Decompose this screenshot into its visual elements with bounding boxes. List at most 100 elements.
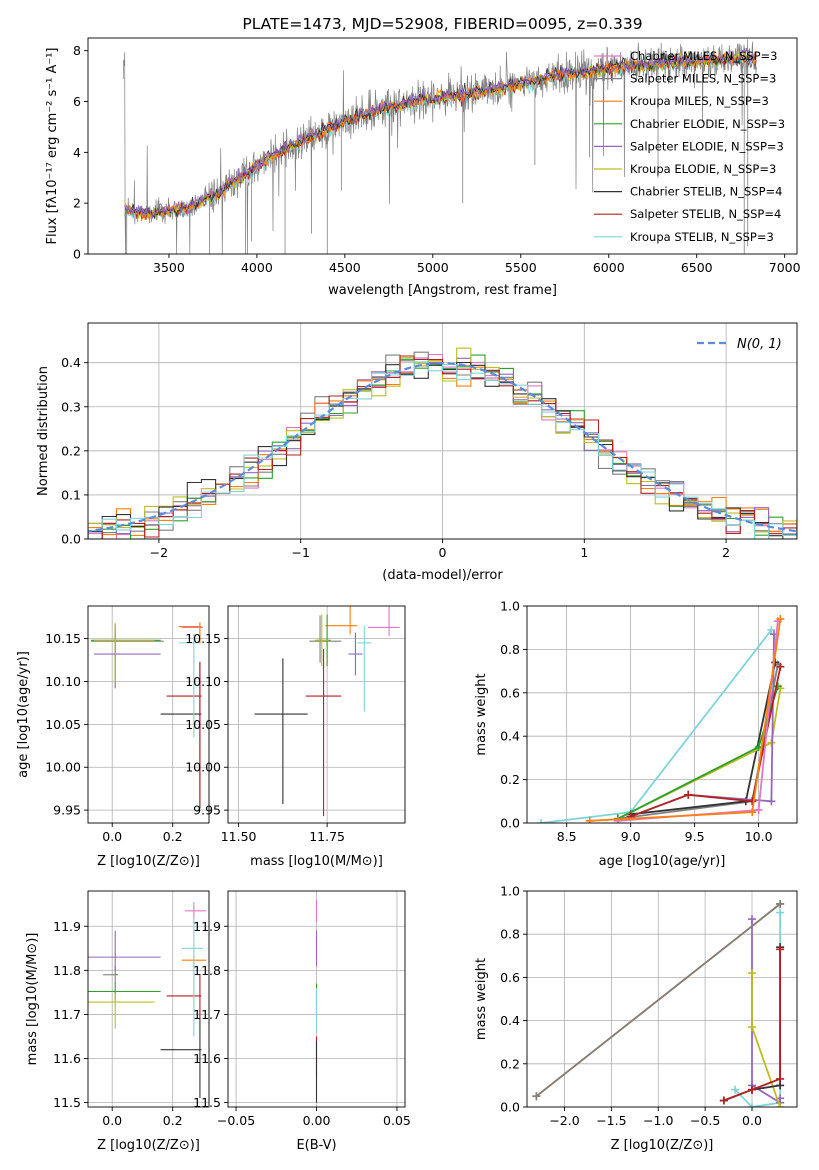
residuals-ytick-label: 0.4	[61, 355, 81, 370]
weight-marker-KE	[748, 1023, 756, 1032]
weight-line-SE	[630, 634, 775, 818]
weight_Z-ylabel: mass weight	[474, 958, 489, 1040]
mass_Z-xtick-label: 0.2	[163, 1113, 183, 1128]
weight-line-KS	[734, 912, 781, 1107]
spectrum-xtick-label: 5000	[417, 260, 449, 275]
mass_Z-ytick-label: 11.6	[53, 1051, 81, 1066]
legend-label-KM: Kroupa MILES, N_SSP=3	[630, 94, 769, 108]
mass_Z-xlabel: Z [log10(Z/Z⊙)]	[97, 1138, 200, 1153]
mass_Z-grid	[88, 891, 209, 1107]
mass_EBV-ytick-label: 11.6	[193, 1051, 221, 1066]
weight-marker-KS	[731, 1085, 740, 1094]
spectrum-xtick-label: 4500	[329, 260, 361, 275]
spectrum-xtick-label: 4000	[241, 260, 273, 275]
weight-marker-SS	[719, 1096, 728, 1105]
weight_age-xtick-label: 9.5	[685, 829, 705, 844]
weight_Z-ytick-label: 1.0	[500, 884, 520, 899]
weight-marker-KM	[776, 615, 785, 624]
weight_age-ytick-label: 1.0	[500, 599, 520, 614]
weight_Z-ytick-label: 0.6	[500, 970, 520, 985]
age_Z-xtick-label: 0.0	[102, 829, 122, 844]
weight-marker-KE	[776, 1103, 785, 1107]
legend-label-CM: Chabrier MILES, N_SSP=3	[630, 49, 777, 63]
age_mass-ytick-label: 10.00	[185, 760, 221, 775]
weight-marker-SS	[776, 1074, 785, 1083]
weight-line-SM	[535, 903, 781, 1097]
residuals-ytick-label: 0.0	[61, 532, 81, 547]
residuals-frame	[87, 322, 798, 540]
weight-marker-CM	[613, 816, 622, 823]
age_Z-ylabel: age [log10(age/yr)]	[16, 651, 31, 778]
spectrum-xtick-label: 5500	[505, 260, 537, 275]
weight-marker-KE	[748, 969, 756, 978]
residuals-xtick-label: −1	[291, 545, 309, 560]
mass_EBV-xtick-label: −0.05	[217, 1113, 255, 1128]
age_Z-ytick-label: 9.95	[53, 803, 81, 818]
spectrum-ytick-label: 4	[73, 145, 81, 160]
weight_Z-ytick-label: 0.4	[500, 1013, 520, 1028]
mass_EBV-ytick-label: 11.7	[193, 1007, 221, 1022]
weight_Z-frame	[526, 890, 798, 1108]
weight_age-xtick-label: 8.5	[557, 829, 577, 844]
weight_age-xtick-label: 10.0	[745, 829, 773, 844]
weight-marker-CM	[754, 805, 763, 814]
legend-label-SE: Salpeter ELODIE, N_SSP=3	[630, 139, 784, 153]
mass_EBV-xtick-label: 0.05	[383, 1113, 411, 1128]
weight_age-ytick-label: 0.4	[500, 729, 520, 744]
age_mass-ytick-label: 9.95	[193, 803, 221, 818]
weight-marker-SS	[748, 1085, 756, 1094]
weight-line-KS	[540, 629, 773, 823]
mass_Z-xtick-label: 0.0	[102, 1113, 122, 1128]
age_mass-xtick-label: 11.75	[309, 829, 345, 844]
spectrum-ytick-label: 0	[73, 247, 81, 262]
legend-label-SS: Salpeter STELIB, N_SSP=4	[630, 207, 781, 221]
residuals-xlabel: (data-model)/error	[382, 568, 503, 583]
normal-curve	[88, 361, 797, 533]
spectrum-ytick-label: 6	[73, 94, 81, 109]
age_Z-ytick-label: 10.05	[45, 717, 81, 732]
weight_Z-xtick-label: −0.5	[690, 1113, 720, 1128]
age_Z-xlabel: Z [log10(Z/Z⊙)]	[97, 854, 200, 869]
mass_Z-ytick-label: 11.7	[53, 1007, 81, 1022]
age_Z-ytick-label: 10.10	[45, 674, 81, 689]
residuals-xtick-label: 2	[722, 545, 730, 560]
weight_Z-xtick-label: −2.0	[549, 1113, 579, 1128]
age_Z-xtick-label: 0.2	[163, 829, 183, 844]
weight_Z-xtick-label: 0.0	[742, 1113, 762, 1128]
weight_Z-plot-area	[532, 899, 785, 1107]
weight-marker-SE	[767, 797, 776, 806]
weight_Z-xtick-label: −1.0	[643, 1113, 673, 1128]
age_mass-xlabel: mass [log10(M/M⊙)]	[250, 854, 383, 869]
legend-label-SM: Salpeter MILES, N_SSP=3	[630, 72, 776, 86]
mass_EBV-ytick-label: 11.5	[193, 1095, 221, 1110]
legend-label-CE: Chabrier ELODIE, N_SSP=3	[630, 117, 785, 131]
weight_Z-ytick-label: 0.2	[500, 1056, 520, 1071]
weight_Z-ytick-label: 0.0	[500, 1100, 520, 1115]
weight-marker-SM	[776, 899, 785, 908]
residuals-xtick-label: −2	[150, 545, 168, 560]
weight-marker-SE	[748, 915, 756, 924]
weight-marker-SS	[748, 797, 757, 806]
weight-marker-KS	[537, 819, 546, 823]
residuals-plot-area	[88, 347, 797, 539]
spectrum-xtick-label: 6000	[593, 260, 625, 275]
normal-legend-label: N(0, 1)	[737, 337, 782, 352]
mass_EBV-xtick-label: 0.00	[303, 1113, 331, 1128]
residuals-ytick-label: 0.1	[61, 487, 81, 502]
weight_age-frame	[526, 605, 798, 824]
weight_age-grid	[527, 605, 797, 824]
weight_age-ylabel: mass weight	[474, 673, 489, 755]
age_mass-plot-area	[254, 606, 400, 817]
mass_Z-ylabel: mass [log10(M/M⊙)]	[25, 933, 40, 1066]
weight-marker-SS	[684, 790, 693, 799]
mass_Z-plot-area	[88, 902, 206, 1099]
mass_EBV-ytick-label: 11.8	[193, 963, 221, 978]
spectrum-ylabel: Flux [fλ10⁻¹⁷ erg cm⁻² s⁻¹ A⁻¹]	[45, 48, 60, 245]
spectrum-plot-area	[122, 39, 757, 254]
residuals-ylabel: Normed distribution	[36, 366, 51, 496]
legend-label-CS: Chabrier STELIB, N_SSP=4	[630, 185, 782, 199]
histogram-KS	[88, 361, 797, 539]
weight_age-ytick-label: 0.8	[500, 642, 520, 657]
weight_age-plot-area	[537, 615, 785, 823]
